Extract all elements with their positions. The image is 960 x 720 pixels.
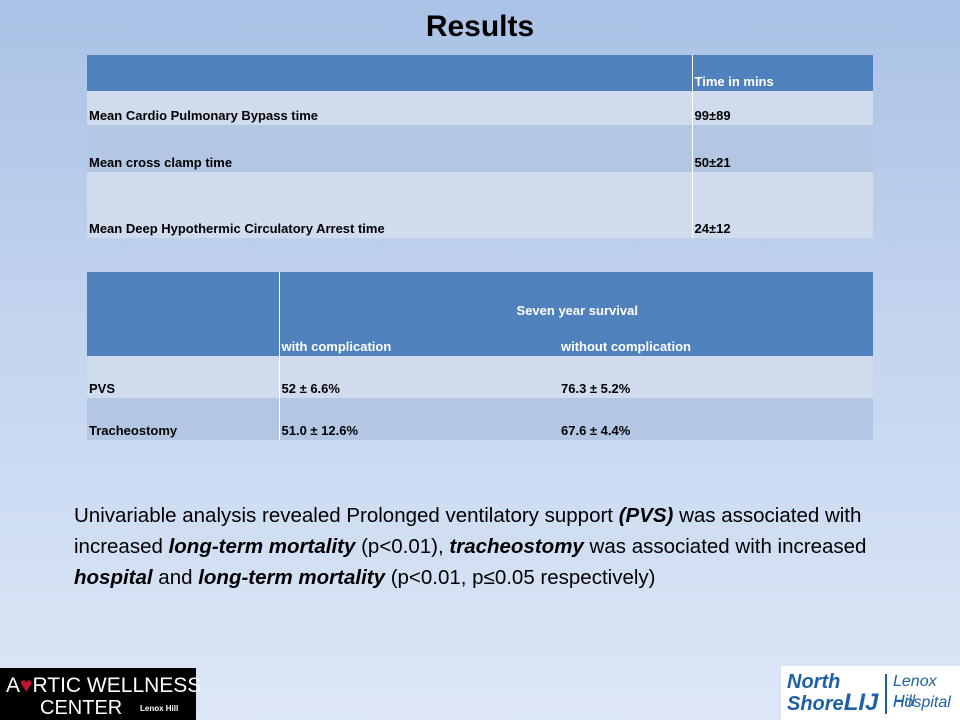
row-value-without: 76.3 ± 5.2% <box>559 356 873 398</box>
header-cell-time: Time in mins <box>691 55 873 91</box>
row-value: 99±89 <box>691 91 873 125</box>
row-label: Mean Cardio Pulmonary Bypass time <box>87 91 692 125</box>
aortic-wellness-logo: A♥RTIC WELLNESS CENTER Lenox Hill <box>0 668 201 720</box>
survival-table: Seven year survival with complication wi… <box>87 272 873 440</box>
emphasis-segment: long-term mortality <box>198 566 385 589</box>
times-table: Time in mins Mean Cardio Pulmonary Bypas… <box>87 55 873 238</box>
row-label: PVS <box>87 356 280 398</box>
header-cell-empty <box>87 272 280 356</box>
subheader-without: without complication <box>559 322 873 356</box>
text-segment: Univariable analysis revealed Prolonged … <box>74 504 619 527</box>
emphasis-segment: (PVS) <box>618 504 674 527</box>
logo-line-3: Lenox Hill <box>140 704 179 713</box>
row-value: 24±12 <box>691 172 873 238</box>
table-subheader-row: with complication without complication <box>87 322 873 356</box>
row-label: Tracheostomy <box>87 398 280 440</box>
logo-north: North <box>787 671 841 693</box>
emphasis-segment: tracheostomy <box>449 535 584 558</box>
emphasis-segment: long-term mortality <box>168 535 356 558</box>
text-segment: (p<0.01, p≤0.05 respectively) <box>385 566 656 589</box>
text-segment: (p<0.01), <box>355 535 450 558</box>
text-segment: was associated with increased <box>583 535 867 558</box>
logo-line-2: CENTER <box>40 697 123 719</box>
logo-shore: Shore <box>787 693 844 715</box>
logo-divider <box>885 674 887 714</box>
logo-lenox: Lenox Hill <box>893 673 937 710</box>
slide-title: Results <box>425 10 535 43</box>
logo-lij: LIJ <box>843 689 879 716</box>
subheader-with: with complication <box>279 322 559 356</box>
heart-icon: ♥ <box>20 674 33 697</box>
table-row: Mean cross clamp time 50±21 <box>87 125 873 172</box>
row-value-with: 51.0 ± 12.6% <box>279 398 559 440</box>
logo-text: RTIC WELLNESS <box>32 674 202 697</box>
row-label: Mean Deep Hypothermic Circulatory Arrest… <box>87 172 692 238</box>
table-row: Mean Cardio Pulmonary Bypass time 99±89 <box>87 91 873 125</box>
table-header-row: Time in mins <box>87 55 873 91</box>
table-header-row: Seven year survival <box>87 272 873 356</box>
summary-paragraph: Univariable analysis revealed Prolonged … <box>74 500 914 593</box>
text-segment: and <box>152 566 199 589</box>
logo-hospital: Hospital <box>893 694 951 711</box>
row-value-without: 67.6 ± 4.4% <box>559 398 873 440</box>
table-row: PVS 52 ± 6.6% 76.3 ± 5.2% <box>87 356 873 398</box>
row-value: 50±21 <box>691 125 873 172</box>
logo-line-1: A♥RTIC WELLNESS <box>6 674 201 698</box>
header-cell-empty <box>87 55 692 91</box>
emphasis-segment: hospital <box>74 566 153 589</box>
table-row: Tracheostomy 51.0 ± 12.6% 67.6 ± 4.4% <box>87 398 873 440</box>
logo-shore-line: ShoreLIJ <box>787 689 879 716</box>
table-row: Mean Deep Hypothermic Circulatory Arrest… <box>87 172 873 238</box>
text-segment: was associated with increased <box>74 504 862 558</box>
row-value-with: 52 ± 6.6% <box>279 356 559 398</box>
logo-letter: A <box>6 674 21 697</box>
row-label: Mean cross clamp time <box>87 125 692 172</box>
group-header: Seven year survival <box>279 272 873 322</box>
north-shore-lij-logo: North ShoreLIJ Lenox Hill Hospital <box>781 666 960 720</box>
